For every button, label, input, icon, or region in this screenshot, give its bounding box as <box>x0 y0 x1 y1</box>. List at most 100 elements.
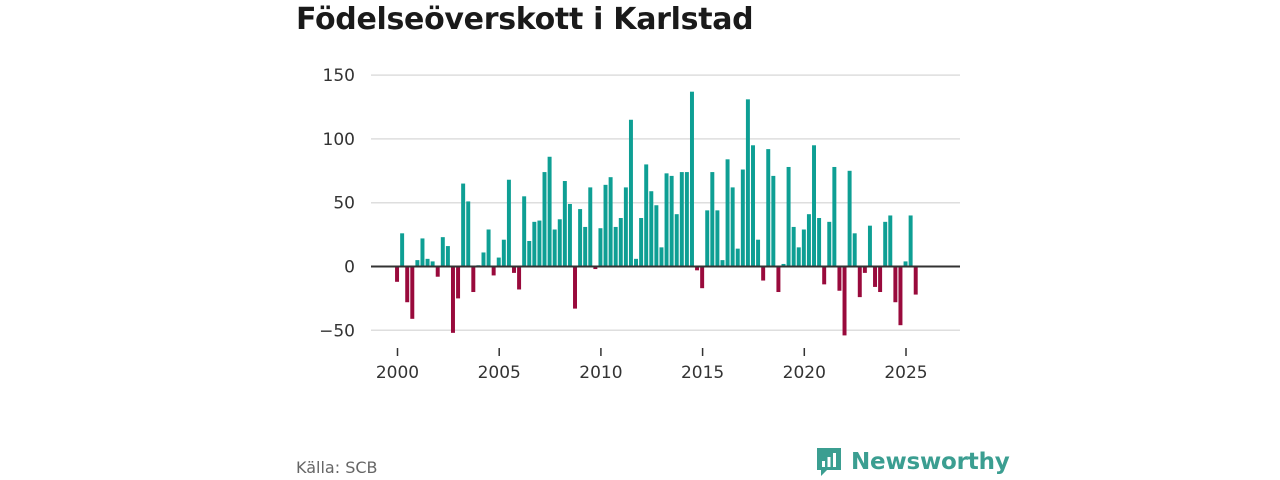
bar <box>415 260 420 267</box>
x-tick-label: 2000 <box>376 363 419 383</box>
bar <box>852 233 857 267</box>
bar <box>395 266 400 282</box>
bar <box>786 166 791 267</box>
bar <box>725 159 730 267</box>
bar <box>669 175 674 267</box>
bar <box>837 266 842 291</box>
bar <box>567 203 572 267</box>
bar <box>710 172 715 267</box>
bar <box>578 209 583 267</box>
source-label: Källa: SCB <box>296 458 378 477</box>
bar <box>679 172 684 267</box>
bar <box>547 156 552 267</box>
bar <box>776 266 781 293</box>
bar <box>634 258 639 267</box>
bar <box>405 266 410 303</box>
bar <box>532 221 537 267</box>
y-tick-label: 100 <box>323 130 355 150</box>
x-tick-label: 2015 <box>681 363 724 383</box>
bar <box>456 266 461 299</box>
bar <box>481 252 486 267</box>
bar <box>486 229 491 267</box>
x-tick-label: 2010 <box>579 363 622 383</box>
bar <box>628 119 633 267</box>
bar <box>791 226 796 267</box>
bar <box>705 210 710 267</box>
bar <box>700 266 705 289</box>
bar <box>766 149 771 267</box>
x-axis-ticks: 2000 2005 2010 2015 2020 2025 <box>376 348 928 383</box>
bar <box>420 238 425 267</box>
bar <box>893 266 898 303</box>
bar <box>573 266 577 309</box>
bar <box>745 99 750 267</box>
bars <box>395 91 918 336</box>
bar <box>430 261 435 267</box>
bar <box>857 266 862 298</box>
bar <box>812 145 816 267</box>
bar <box>761 266 766 281</box>
bar-chart: 150 100 50 0 −50 2000 2005 2010 2015 2020 2025 <box>319 66 960 383</box>
bar <box>842 266 847 336</box>
bar <box>715 210 720 267</box>
bar <box>873 266 878 287</box>
y-tick-label: 0 <box>344 258 355 278</box>
bar <box>583 226 588 267</box>
bar <box>450 266 455 333</box>
bar <box>471 266 476 293</box>
bar <box>400 233 405 267</box>
bar <box>557 219 562 267</box>
bar <box>883 221 888 267</box>
bar <box>501 239 506 267</box>
bar <box>654 205 659 267</box>
bar <box>461 183 466 267</box>
bar <box>898 266 903 326</box>
x-tick-label: 2005 <box>478 363 521 383</box>
chart-title: Födelseöverskott i Karlstad <box>296 2 754 37</box>
bar <box>827 221 832 267</box>
bar <box>542 172 547 267</box>
bar <box>720 260 725 267</box>
bar <box>878 266 883 293</box>
bar <box>801 229 806 267</box>
bar <box>817 218 822 267</box>
bar <box>862 266 867 273</box>
bar <box>466 201 471 267</box>
bar <box>639 218 644 267</box>
bar <box>649 191 654 267</box>
bar <box>908 215 913 267</box>
brand-logo[interactable]: Newsworthy <box>815 446 1010 478</box>
x-tick-label: 2020 <box>783 363 826 383</box>
brand-name: Newsworthy <box>851 449 1010 475</box>
y-tick-label: −50 <box>319 321 355 341</box>
bar <box>664 173 669 267</box>
bar <box>588 187 593 267</box>
bar <box>537 220 542 267</box>
bar <box>689 91 694 267</box>
bar <box>888 215 893 267</box>
bar <box>552 229 557 267</box>
x-tick-label: 2025 <box>884 363 927 383</box>
bar <box>410 266 415 319</box>
bar <box>491 266 496 276</box>
bar <box>425 258 430 267</box>
bar <box>735 248 740 267</box>
bar <box>684 172 689 267</box>
bar <box>903 261 908 267</box>
bar <box>740 169 745 267</box>
bar <box>506 179 511 267</box>
bar <box>659 247 664 267</box>
bar <box>781 263 786 267</box>
bar <box>613 226 618 267</box>
bar <box>644 164 649 267</box>
bar <box>593 266 598 270</box>
bar <box>822 266 827 285</box>
y-axis-ticks: 150 100 50 0 −50 <box>319 66 355 341</box>
bar <box>440 237 445 267</box>
bar <box>867 225 872 267</box>
bar <box>913 266 918 295</box>
bar <box>847 170 852 267</box>
bar <box>832 166 837 267</box>
bar <box>623 187 628 267</box>
